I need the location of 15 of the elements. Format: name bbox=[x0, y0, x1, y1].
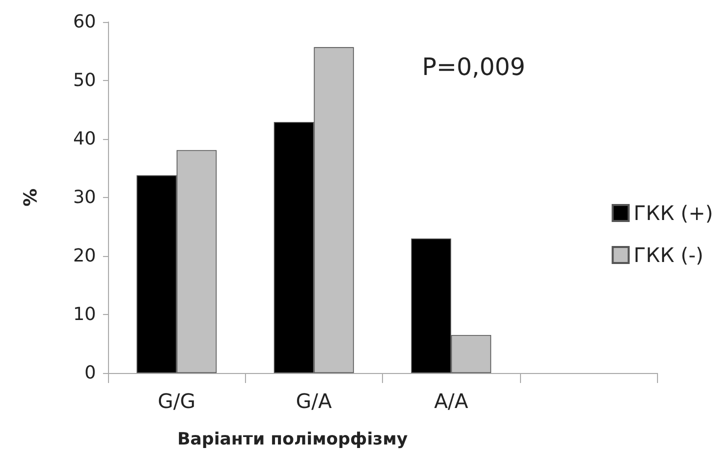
y-tick-label: 30 bbox=[73, 187, 96, 208]
x-tick-label: G/G bbox=[158, 389, 196, 413]
legend-label: ГКК (+) bbox=[634, 201, 714, 225]
y-tick-label: 10 bbox=[73, 304, 96, 325]
annotation: P=0,009 bbox=[422, 53, 526, 81]
y-tick-label: 60 bbox=[73, 12, 96, 32]
y-tick-label: 50 bbox=[73, 70, 96, 91]
legend-label: ГКК (-) bbox=[634, 243, 704, 267]
y-axis-title: % bbox=[20, 188, 42, 207]
y-tick-label: 20 bbox=[73, 246, 96, 266]
x-tick-label: A/A bbox=[434, 389, 468, 413]
x-tick-label: G/A bbox=[296, 389, 332, 413]
y-tick-label: 40 bbox=[73, 128, 96, 150]
x-axis-title: Варіанти поліморфізму bbox=[177, 430, 408, 450]
y-tick-label: 0 bbox=[84, 362, 96, 384]
